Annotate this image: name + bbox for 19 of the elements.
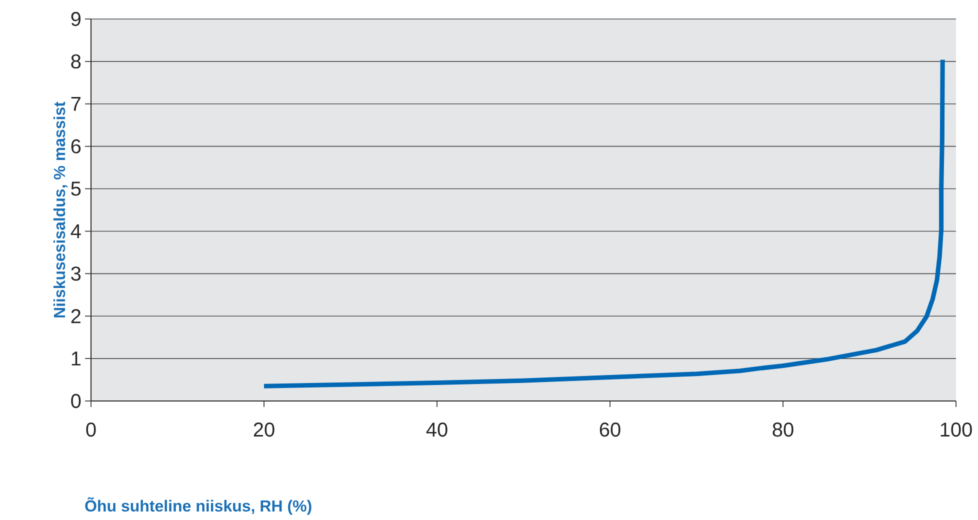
y-tick-label: 3 (71, 266, 81, 281)
x-tick-label: 40 (426, 422, 448, 437)
x-tick-label: 60 (600, 422, 620, 437)
y-tick-label: 2 (71, 309, 80, 324)
line-series (262, 58, 945, 388)
x-tick-label: 80 (772, 422, 794, 437)
y-tick-label: 6 (71, 139, 81, 154)
x-tick-label: 0 (86, 422, 96, 437)
y-tick-label: 5 (71, 182, 81, 196)
y-tick-label: 8 (71, 54, 81, 69)
x-tick-label: 20 (254, 422, 274, 437)
y-tick-label: 7 (71, 97, 80, 111)
y-axis-title: Niiskusesisaldus, % massist (53, 102, 68, 318)
x-axis-title: Õhu suhteline niiskus, RH (%) (85, 497, 312, 515)
y-tick-label: 9 (71, 12, 81, 26)
y-tick-label: 0 (71, 394, 81, 408)
y-tick-label: 1 (72, 352, 80, 366)
y-tick-label: 4 (70, 224, 81, 238)
x-tick-label: 100 (940, 422, 972, 437)
